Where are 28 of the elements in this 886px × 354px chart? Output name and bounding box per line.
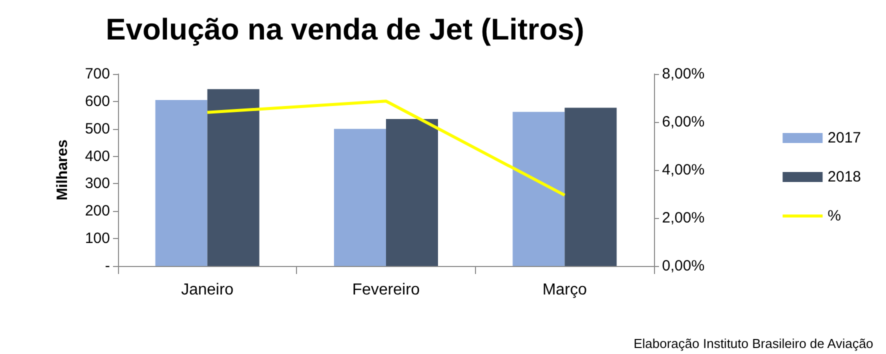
- bar: [564, 108, 617, 266]
- y2-tick-label: 2,00%: [662, 210, 705, 226]
- bar: [512, 112, 565, 266]
- y2-tick-label: 0,00%: [662, 258, 705, 274]
- y-tick-label: 600: [84, 92, 110, 110]
- y-tick-label: 100: [84, 230, 110, 248]
- y2-tick-label: 8,00%: [662, 66, 705, 82]
- bar: [386, 118, 438, 266]
- y-axis-title: Milhares: [54, 140, 71, 200]
- bar: [207, 89, 260, 266]
- x-tick-label: Janeiro: [181, 282, 234, 298]
- bar: [155, 100, 208, 266]
- y-tick-label: 500: [84, 120, 110, 138]
- x-tick-label: Fevereiro: [352, 282, 420, 298]
- y-tick-label: 300: [84, 175, 110, 192]
- legend-label: %: [828, 208, 841, 224]
- bar: [334, 128, 386, 266]
- legend-label: 2017: [828, 130, 862, 146]
- chart-title: Evolução na venda de Jet (Litros): [106, 14, 584, 46]
- y-tick-label: -: [105, 258, 110, 274]
- x-tick-label: Março: [542, 282, 587, 298]
- legend-label: 2018: [828, 168, 862, 186]
- y2-tick-label: 6,00%: [662, 114, 705, 130]
- y-tick-label: 700: [84, 66, 110, 82]
- text: Elaboração Instituto Brasileiro de Aviação: [634, 336, 874, 351]
- y-tick-label: 400: [84, 148, 110, 165]
- y2-tick-label: 4,00%: [662, 162, 705, 178]
- y-tick-label: 200: [84, 202, 110, 220]
